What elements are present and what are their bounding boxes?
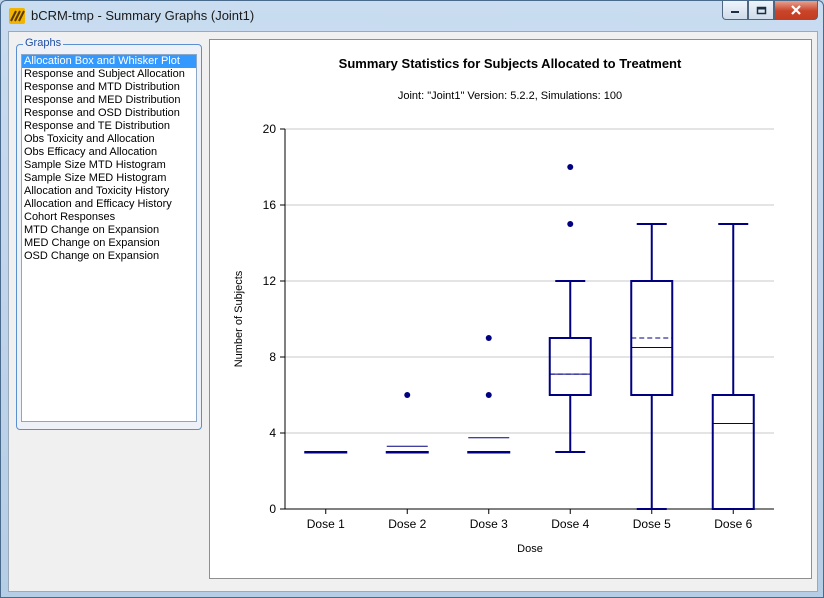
graph-list-item[interactable]: Sample Size MED Histogram [24, 172, 167, 184]
x-tick-label: Dose 1 [307, 517, 345, 531]
close-icon [791, 5, 801, 15]
y-tick-label: 0 [269, 502, 276, 516]
x-tick-label: Dose 3 [470, 517, 508, 531]
box-whisker-chart: Summary Statistics for Subjects Allocate… [233, 56, 774, 555]
graph-list-item[interactable]: Allocation and Efficacy History [24, 198, 172, 210]
chart-subtitle: Joint: "Joint1" Version: 5.2.2, Simulati… [398, 90, 622, 102]
graph-list-item[interactable]: OSD Change on Expansion [24, 250, 160, 262]
graph-panel: Summary Statistics for Subjects Allocate… [209, 39, 812, 579]
client-area: Graphs Allocation Box and Whisker Plot Re… [8, 31, 818, 592]
outlier-point [567, 221, 574, 227]
graph-list-item[interactable]: Response and MTD Distribution [24, 81, 180, 93]
outlier-point [567, 164, 574, 170]
x-axis-label: Dose [517, 543, 543, 555]
graph-list-item[interactable]: Allocation and Toxicity History [24, 185, 170, 197]
outlier-point [404, 392, 411, 398]
y-tick-label: 4 [269, 426, 276, 440]
y-tick-label: 16 [263, 198, 277, 212]
outlier-point [485, 335, 492, 341]
title-bar[interactable]: bCRM-tmp - Summary Graphs (Joint1) [1, 1, 823, 31]
x-tick-label: Dose 2 [388, 517, 426, 531]
maximize-icon [756, 6, 766, 14]
graph-list-item[interactable]: Response and TE Distribution [24, 120, 170, 132]
window-title: bCRM-tmp - Summary Graphs (Joint1) [31, 8, 255, 23]
graph-list-item[interactable]: Cohort Responses [24, 211, 116, 223]
graph-list-item[interactable]: MED Change on Expansion [24, 237, 160, 249]
minimize-icon [731, 11, 739, 13]
maximize-button[interactable] [748, 1, 774, 20]
graphs-groupbox: Graphs Allocation Box and Whisker Plot Re… [16, 37, 202, 430]
y-axis-label: Number of Subjects [233, 270, 245, 367]
graph-list-item[interactable]: Allocation Box and Whisker Plot [22, 55, 196, 68]
y-tick-label: 20 [263, 122, 277, 136]
graph-list-item[interactable]: Obs Efficacy and Allocation [24, 146, 158, 158]
y-tick-label: 12 [263, 274, 277, 288]
graph-list-item[interactable]: Obs Toxicity and Allocation [24, 133, 155, 145]
box-iqr [711, 394, 755, 510]
graph-type-list[interactable]: Allocation Box and Whisker Plot Response … [21, 54, 197, 422]
graph-list-item[interactable]: Response and MED Distribution [24, 94, 181, 106]
graph-list-item[interactable]: Response and OSD Distribution [24, 107, 180, 119]
outlier-point [485, 392, 492, 398]
x-tick-label: Dose 4 [551, 517, 589, 531]
graph-list-item[interactable]: Sample Size MTD Histogram [24, 159, 166, 171]
minimize-button[interactable] [722, 1, 748, 20]
caption-buttons [722, 1, 818, 21]
graphs-group-label: Graphs [23, 37, 64, 49]
x-tick-label: Dose 6 [714, 517, 752, 531]
close-button[interactable] [774, 1, 818, 20]
chart-title: Summary Statistics for Subjects Allocate… [339, 56, 682, 71]
graph-list-item[interactable]: Response and Subject Allocation [24, 68, 185, 80]
graph-list-item[interactable]: MTD Change on Expansion [24, 224, 160, 236]
app-logo-icon [9, 8, 25, 24]
y-tick-label: 8 [269, 350, 276, 364]
box-iqr [548, 337, 592, 396]
x-tick-label: Dose 5 [633, 517, 671, 531]
